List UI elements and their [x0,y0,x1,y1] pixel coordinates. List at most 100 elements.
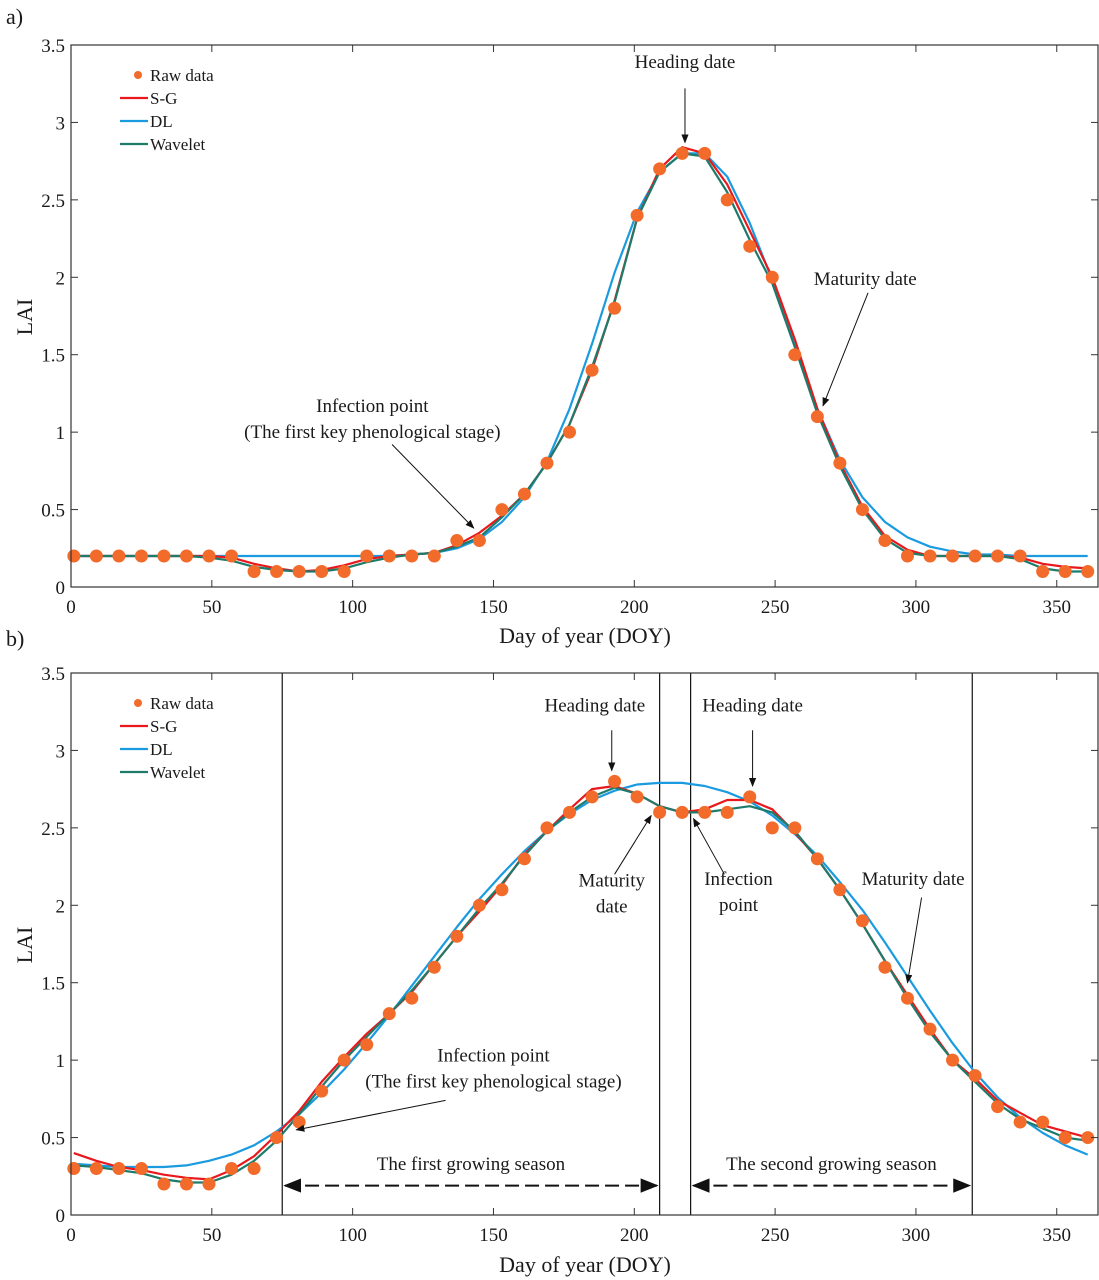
panel-a-raw-data-point [405,549,419,563]
panel-b-raw-data-point [878,960,892,974]
panel-b-x-tick-label: 0 [66,1225,76,1246]
panel-b-raw-data-point [1081,1131,1095,1145]
panel-b-x-tick-label: 150 [479,1225,508,1246]
panel-a-raw-data-point [630,208,644,222]
panel-b-raw-data-point [540,821,554,835]
panel-b-y-tick-label: 2 [56,896,66,917]
panel-a-legend-label: DL [150,112,173,131]
panel-b-annotation-arrow [614,814,652,875]
panel-b-raw-data-point [1058,1131,1072,1145]
panel-a-y-axis-label: LAI [12,299,37,336]
panel-a-legend: Raw data S-G DL Wavelet [120,66,214,154]
panel-b-raw-data-point [270,1131,284,1145]
panel-b-growing-season-label: The second growing season [726,1154,937,1175]
panel-a-raw-data-point [585,363,599,377]
panel-b-raw-data-point [292,1115,306,1129]
panel-a-legend-label: Raw data [150,66,214,85]
panel-b-x-tick-label: 50 [202,1225,221,1246]
chart-panel-b: b) LAI Day of year (DOY) 0 50 100 150 200 250… [6,626,1099,1277]
panel-b-legend-label: S-G [150,717,177,736]
panel-a-raw-data-point [157,549,171,563]
panel-a-raw-data-point [878,534,892,548]
panel-b-raw-data-point [134,1162,148,1176]
panel-b-raw-data-point [450,929,464,943]
panel-b-raw-data-point [946,1053,960,1067]
panel-a-raw-data-point [968,549,982,563]
panel-b-x-tick-label: 350 [1043,1225,1072,1246]
panel-a-raw-data-point [89,549,103,563]
panel-a-raw-data-point [563,425,577,439]
panel-a-frame [70,44,1099,588]
panel-b-annotation-text: point [719,895,759,916]
panel-b-raw-data-point [608,774,622,788]
panel-b-raw-data-point [630,790,644,804]
panel-b-raw-data-point [855,914,869,928]
panel-b-y-tick-label: 1.5 [41,974,65,995]
panel-b-series-raw [67,774,1095,1191]
panel-a-x-tick-label: 350 [1043,597,1072,618]
panel-a-x-tick-label: 100 [338,597,367,618]
panel-a-x-tick-label: 250 [761,597,790,618]
panel-a-annotation-text: Infection point [316,396,429,417]
panel-a-wavelet-line [73,152,1088,573]
panel-a-annotations: Heading date Maturity date Infection point… [244,52,917,529]
panel-b-annotation-arrow [905,897,923,984]
panel-a-legend-marker-raw [134,71,142,79]
panel-b-x-axis-label: Day of year (DOY) [499,1252,671,1277]
panel-b-raw-data-point [968,1069,982,1083]
panel-b-legend-label: Raw data [150,694,214,713]
panel-b-legend-label: Wavelet [150,763,206,782]
panel-a-y-tick-label: 2.5 [41,191,65,212]
panel-b-raw-data-point [472,898,486,912]
panel-a-raw-data-point [675,146,689,160]
panel-a-x-tick-label: 300 [902,597,931,618]
panel-a-raw-data-point [923,549,937,563]
panel-a-plot-frame [70,44,1099,588]
panel-a-raw-data-point [720,193,734,207]
panel-a-y-tick-label: 3 [56,113,66,134]
panel-b-raw-data-point [427,960,441,974]
panel-a-series-dl [73,152,1088,558]
panel-b-ticks: 0 50 100 150 200 250 300 350 0 0.5 1 1.5 2 2.5 3 3.5 [41,664,1098,1246]
panel-a-y-tick-label: 2 [56,268,66,289]
panel-b-annotation-text: Maturity [579,871,646,892]
panel-b-frame [70,672,1099,1216]
panel-b-annotations: Heading date Heading date Maturity date Infe… [295,696,965,1132]
panel-b-raw-data-point [315,1084,329,1098]
panel-b-y-tick-label: 2.5 [41,819,65,840]
panel-b-season-arrows: The first growing season The second growi… [283,1154,972,1193]
panel-a-y-tick-label: 0 [56,578,66,599]
panel-a-annotation-text: Heading date [635,52,736,73]
panel-a-raw-data-point [427,549,441,563]
panel-a-x-tick-label: 200 [620,597,649,618]
panel-a-s-g-line [73,146,1088,573]
panel-a-raw-data-point [765,270,779,284]
panel-a-series-wavelet [73,152,1088,573]
panel-b-series-wavelet [73,786,1088,1184]
panel-b-raw-data-point [67,1162,81,1176]
panel-a-series-sg [73,146,1088,573]
panel-b-raw-data-point [1013,1115,1027,1129]
panel-b-raw-data-point [788,821,802,835]
panel-a-raw-data-point [67,549,81,563]
panel-b-raw-data-point [157,1177,171,1191]
panel-b-raw-data-point [225,1162,239,1176]
panel-a-raw-data-point [179,549,193,563]
panel-a-raw-data-point [134,549,148,563]
panel-b-legend-label: DL [150,740,173,759]
panel-b-annotation-arrow [295,1099,446,1132]
panel-b-series-dl [73,781,1089,1169]
panel-a-raw-data-point [450,534,464,548]
panel-a-raw-data-point [337,565,351,579]
panel-b-raw-data-point [833,883,847,897]
panel-b-raw-data-point [1036,1115,1050,1129]
panel-b-x-tick-label: 100 [338,1225,367,1246]
panel-a-raw-data-point [788,348,802,362]
panel-a-label: a) [6,4,23,29]
panel-a-raw-data-point [608,301,622,315]
panel-b-raw-data-point [517,852,531,866]
panel-b-raw-data-point [179,1177,193,1191]
panel-a-legend-label: Wavelet [150,135,206,154]
panel-b-raw-data-point [360,1038,374,1052]
panel-b-wavelet-line [73,786,1088,1184]
